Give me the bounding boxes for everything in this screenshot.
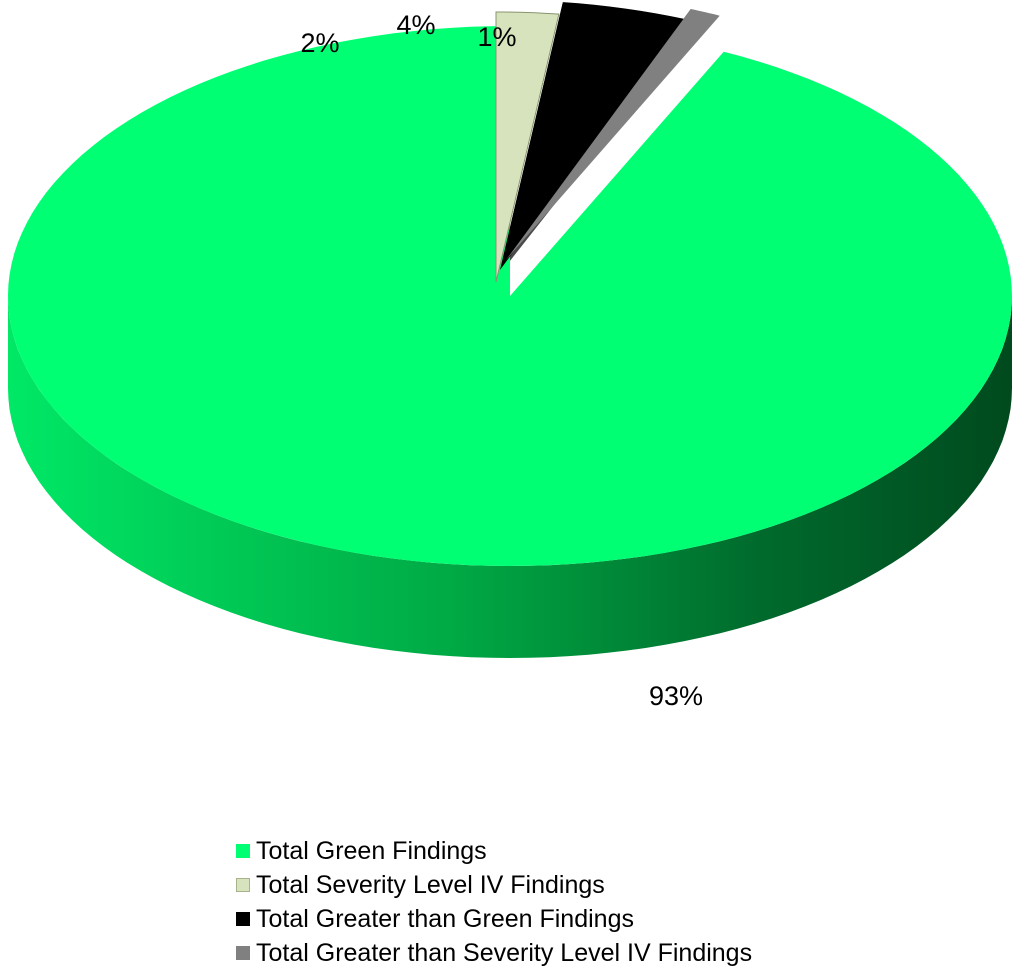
pie-slice bbox=[8, 26, 1012, 566]
pie-slice-side bbox=[8, 296, 1012, 658]
pie-data-label: 1% bbox=[477, 22, 516, 52]
legend-swatch bbox=[236, 878, 250, 892]
legend-label: Total Greater than Green Findings bbox=[256, 904, 634, 933]
pie-slice bbox=[495, 11, 560, 283]
pie-data-labels: 93% 2% 4% 1% bbox=[300, 10, 703, 711]
legend-swatch bbox=[236, 912, 250, 926]
legend-item: Total Severity Level IV Findings bbox=[236, 868, 752, 902]
legend-item: Total Greater than Severity Level IV Fin… bbox=[236, 936, 752, 970]
legend-label: Total Green Findings bbox=[256, 836, 487, 865]
pie-tops bbox=[8, 2, 1012, 566]
legend-label: Total Greater than Severity Level IV Fin… bbox=[256, 938, 753, 967]
legend-swatch bbox=[236, 844, 250, 858]
pie-slice bbox=[506, 9, 720, 260]
legend-item: Total Greater than Green Findings bbox=[236, 902, 752, 936]
pie-data-label: 4% bbox=[396, 10, 435, 40]
legend-swatch bbox=[236, 946, 250, 960]
legend-label: Total Severity Level IV Findings bbox=[256, 870, 605, 899]
chart-legend: Total Green Findings Total Severity Leve… bbox=[236, 834, 752, 970]
legend-item: Total Green Findings bbox=[236, 834, 752, 868]
pie-data-label: 2% bbox=[300, 28, 339, 58]
pie-data-label: 93% bbox=[649, 681, 703, 711]
pie-slice bbox=[500, 2, 685, 270]
